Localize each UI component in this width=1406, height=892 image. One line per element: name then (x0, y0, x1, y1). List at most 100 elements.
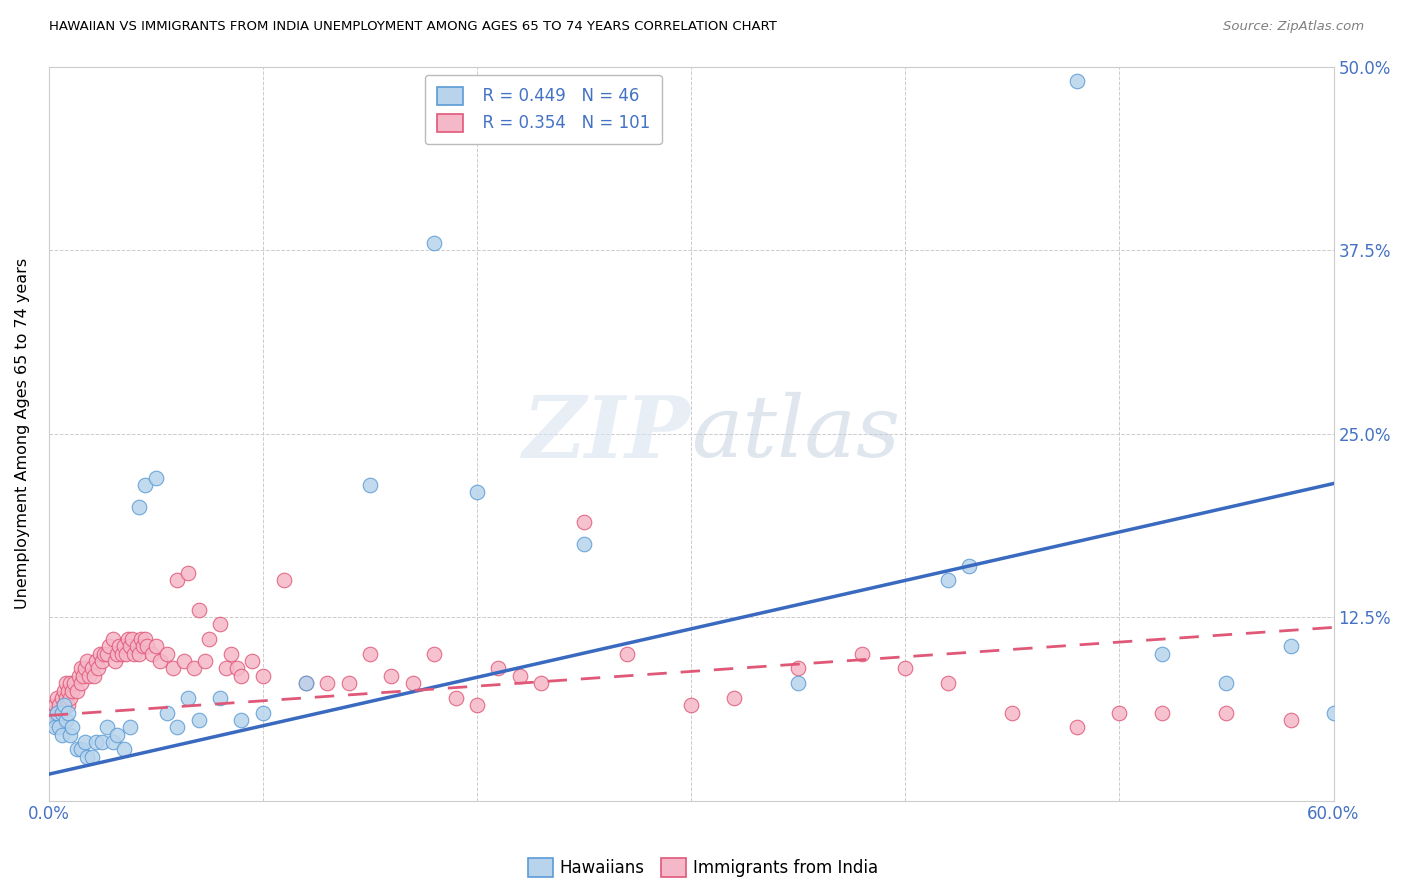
Point (173, 654, 195, 668)
Point (187, 713, 209, 727)
Text: Source: ZipAtlas.com: Source: ZipAtlas.com (1223, 20, 1364, 33)
Point (97, 640, 120, 654)
Point (96, 647, 118, 661)
Point (65, 683, 87, 698)
Point (194, 654, 217, 668)
Point (616, 647, 638, 661)
Point (79, 669, 101, 683)
Point (48, 713, 70, 727)
Text: atlas: atlas (692, 392, 900, 475)
Point (80, 749, 103, 764)
Point (572, 515, 595, 529)
Point (465, 485, 488, 500)
Point (166, 574, 188, 588)
Point (209, 617, 232, 632)
Point (252, 706, 274, 720)
Point (1066, 74, 1088, 88)
Point (105, 727, 128, 741)
Point (110, 647, 132, 661)
Point (787, 661, 810, 675)
Point (198, 632, 221, 647)
Text: HAWAIIAN VS IMMIGRANTS FROM INDIA UNEMPLOYMENT AMONG AGES 65 TO 74 YEARS CORRELA: HAWAIIAN VS IMMIGRANTS FROM INDIA UNEMPL… (49, 20, 778, 33)
Point (51, 706, 73, 720)
Point (1322, 706, 1344, 720)
Point (76, 749, 98, 764)
Point (46, 706, 69, 720)
Point (42, 713, 65, 727)
Point (166, 720, 188, 734)
Point (46, 706, 69, 720)
Point (60, 720, 83, 734)
Point (108, 640, 131, 654)
Point (723, 690, 745, 705)
Point (219, 647, 242, 661)
Point (96, 720, 118, 734)
Point (231, 669, 253, 683)
Point (91, 735, 114, 749)
Point (44, 698, 66, 713)
Point (60, 683, 83, 698)
Point (55, 713, 77, 727)
Point (177, 566, 200, 580)
Point (402, 676, 425, 690)
Point (252, 669, 274, 683)
Point (56, 706, 79, 720)
Point (1066, 720, 1088, 734)
Point (149, 654, 172, 668)
Point (145, 470, 167, 484)
Point (52, 698, 75, 713)
Point (84, 654, 107, 668)
Point (48, 698, 70, 713)
Point (851, 647, 873, 661)
Point (117, 632, 139, 647)
Point (530, 676, 553, 690)
Point (273, 574, 295, 588)
Point (1108, 706, 1130, 720)
Point (51, 690, 73, 705)
Point (87, 661, 110, 675)
Point (59, 676, 82, 690)
Point (120, 720, 142, 734)
Point (80, 661, 103, 675)
Point (787, 676, 810, 690)
Text: ZIP: ZIP (523, 392, 692, 475)
Point (423, 235, 446, 250)
Point (226, 661, 249, 675)
Point (55, 676, 77, 690)
Point (294, 676, 316, 690)
Point (177, 690, 200, 705)
Point (240, 654, 263, 668)
Point (112, 640, 135, 654)
Point (128, 500, 150, 514)
Point (93, 647, 115, 661)
Point (112, 742, 135, 756)
Point (125, 640, 148, 654)
Point (1279, 713, 1302, 727)
Point (294, 676, 316, 690)
Point (56, 683, 79, 698)
Point (380, 669, 402, 683)
Point (114, 647, 136, 661)
Point (70, 742, 93, 756)
Point (56, 698, 79, 713)
Point (76, 654, 98, 668)
Point (59, 727, 82, 741)
Point (63, 676, 86, 690)
Point (44, 706, 66, 720)
Point (423, 647, 446, 661)
Point (162, 661, 184, 675)
Point (75, 661, 97, 675)
Point (70, 661, 93, 675)
Point (936, 574, 959, 588)
Point (121, 632, 143, 647)
Point (1215, 706, 1237, 720)
Point (83, 669, 105, 683)
Point (91, 654, 114, 668)
Point (509, 669, 531, 683)
Point (1215, 676, 1237, 690)
Point (59, 690, 82, 705)
Point (465, 698, 488, 713)
Point (134, 478, 156, 492)
Point (46, 690, 69, 705)
Point (124, 647, 146, 661)
